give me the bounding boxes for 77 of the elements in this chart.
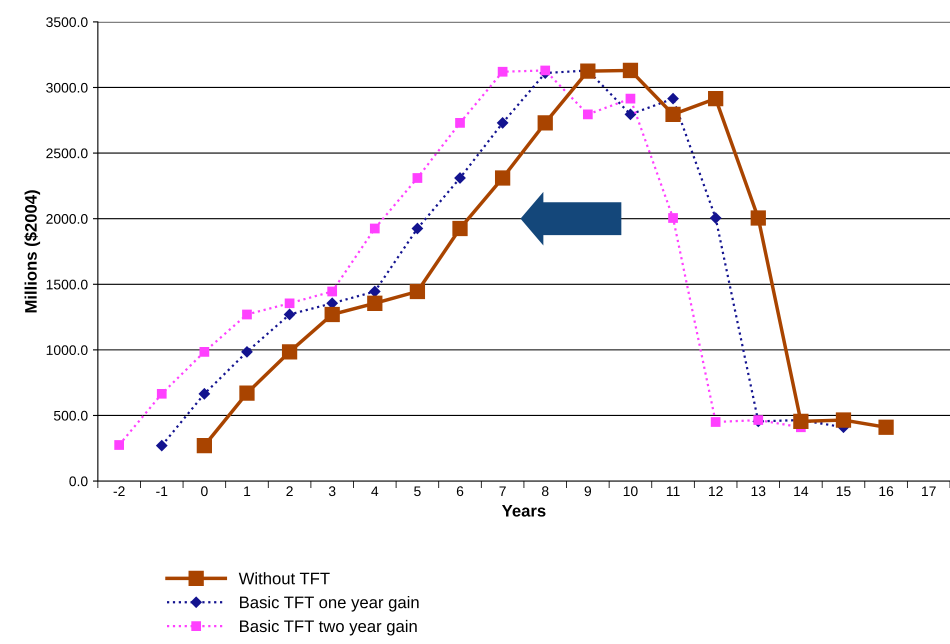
- point: [710, 212, 722, 224]
- y-tick-label: 1000.0: [46, 345, 88, 356]
- x-tick-label: 5: [414, 486, 421, 496]
- x-tick-label: 15: [836, 486, 851, 496]
- x-tick-label: 12: [708, 486, 723, 496]
- point: [793, 414, 809, 430]
- point: [324, 306, 340, 322]
- point: [156, 388, 167, 399]
- point: [239, 386, 255, 401]
- point: [836, 412, 852, 428]
- point: [367, 296, 382, 311]
- point: [622, 62, 638, 78]
- point: [369, 286, 380, 298]
- point: [497, 117, 508, 129]
- point: [710, 417, 721, 427]
- point: [626, 94, 636, 104]
- point: [370, 224, 380, 234]
- x-tick-label: 4: [371, 486, 378, 496]
- legend-label: Basic TFT two year gain: [240, 620, 417, 636]
- x-tick-label: 16: [879, 486, 894, 496]
- point: [114, 440, 124, 450]
- x-tick-label: 14: [794, 486, 808, 496]
- x-tick-label: 8: [542, 486, 548, 496]
- point: [327, 286, 338, 296]
- point: [668, 213, 678, 223]
- point: [242, 310, 252, 320]
- point: [412, 222, 424, 234]
- point: [454, 172, 466, 184]
- y-tick-label: 2000.0: [46, 214, 88, 224]
- x-tick-label: 1: [244, 486, 250, 496]
- x-axis-title: Years: [502, 505, 546, 517]
- x-tick-label: 10: [624, 486, 638, 496]
- y-tick-label: 1500.0: [46, 280, 88, 290]
- point: [156, 440, 168, 452]
- point: [667, 93, 679, 104]
- y-tick-label: 3000.0: [46, 82, 88, 93]
- point: [196, 438, 212, 454]
- point: [282, 344, 298, 360]
- x-tick-label: 7: [499, 486, 506, 496]
- x-tick-label: 0: [201, 486, 208, 496]
- legend-label: Without TFT: [238, 572, 330, 584]
- point: [498, 66, 508, 77]
- x-tick-label: 13: [752, 486, 766, 496]
- point: [538, 115, 553, 131]
- point: [582, 110, 593, 120]
- y-tick-label: 500.0: [54, 410, 88, 421]
- y-axis-title: Millions ($2004): [24, 190, 40, 312]
- point: [241, 346, 253, 358]
- point: [708, 91, 724, 106]
- point: [624, 108, 636, 120]
- y-tick-label: 2500.0: [46, 148, 88, 158]
- x-tick-label: 9: [584, 486, 592, 496]
- x-tick-label: -2: [114, 486, 125, 496]
- point: [494, 170, 510, 186]
- point: [198, 388, 210, 400]
- x-tick-label: 11: [666, 486, 680, 496]
- x-tick-label: 17: [922, 486, 936, 496]
- x-tick-label: 3: [328, 486, 336, 496]
- point: [455, 118, 465, 128]
- x-tick-label: 6: [456, 486, 464, 496]
- x-tick-label: 2: [286, 486, 293, 496]
- point: [284, 298, 294, 308]
- point: [750, 210, 766, 226]
- point: [412, 173, 422, 183]
- y-tick-label: 0.0: [69, 476, 88, 486]
- point: [410, 284, 426, 300]
- point: [665, 106, 681, 122]
- point: [200, 346, 210, 357]
- legend-label: Basic TFT one year gain: [240, 596, 419, 612]
- point: [540, 66, 550, 76]
- point: [284, 308, 296, 320]
- point: [878, 420, 894, 435]
- y-tick-label: 3500.0: [46, 17, 88, 28]
- point: [580, 63, 596, 79]
- point: [452, 220, 468, 236]
- point: [753, 415, 764, 425]
- x-tick-label: -1: [156, 486, 168, 496]
